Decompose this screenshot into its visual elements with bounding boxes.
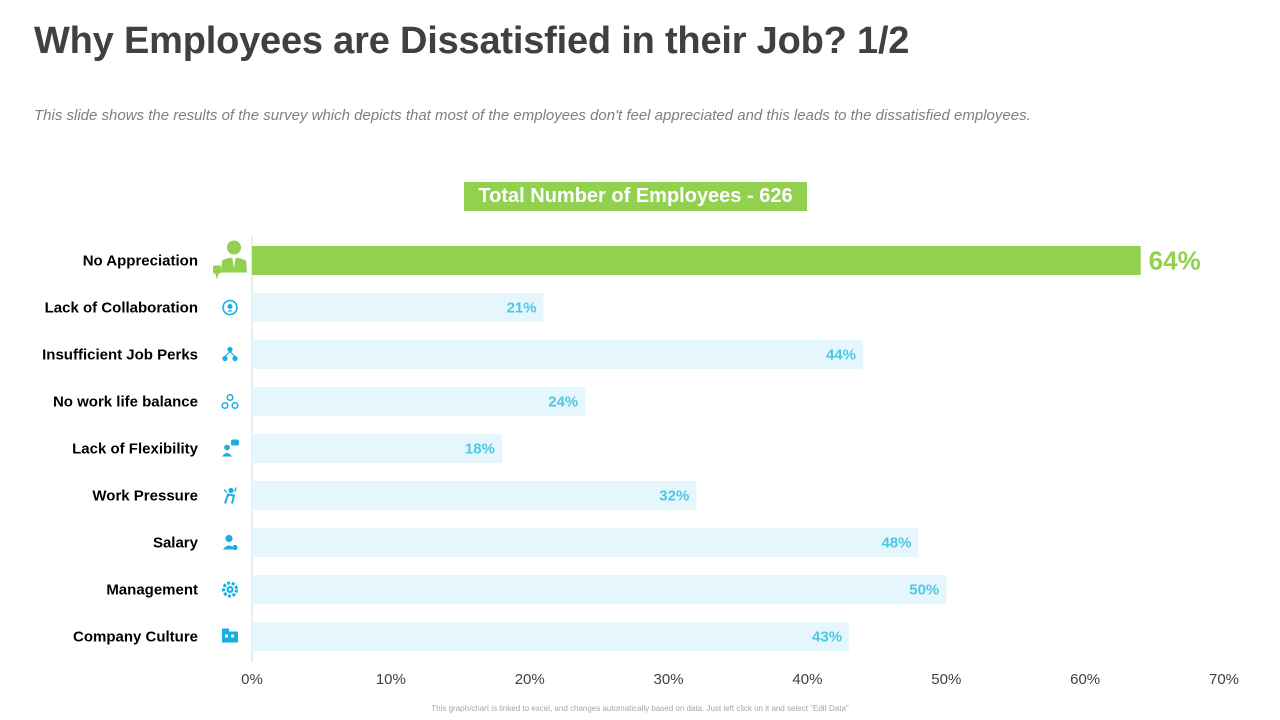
bar-value-label: 64% bbox=[1149, 246, 1201, 276]
category-label: No Appreciation bbox=[83, 253, 198, 270]
bar-value-label: 43% bbox=[812, 629, 842, 646]
bar bbox=[252, 340, 863, 369]
category-label: Company Culture bbox=[73, 629, 198, 646]
x-tick-label: 70% bbox=[1209, 671, 1239, 688]
dissatisfied-employee-icon bbox=[213, 240, 247, 280]
category-label: Lack of Collaboration bbox=[45, 300, 198, 317]
salary-person-icon bbox=[223, 534, 238, 551]
footer-note: This graph/chart is linked to excel, and… bbox=[431, 704, 849, 713]
bar-value-label: 21% bbox=[507, 300, 537, 317]
page-subtitle: This slide shows the results of the surv… bbox=[34, 107, 1031, 124]
bar bbox=[252, 293, 544, 322]
category-label: No work life balance bbox=[53, 394, 198, 411]
bar bbox=[252, 387, 586, 416]
management-gear-icon bbox=[222, 581, 238, 598]
collaboration-icon bbox=[222, 299, 238, 316]
category-label: Lack of Flexibility bbox=[72, 441, 199, 458]
bar-value-label: 32% bbox=[659, 488, 689, 505]
pressure-icon bbox=[223, 487, 237, 504]
category-label: Salary bbox=[153, 535, 199, 552]
x-tick-label: 30% bbox=[654, 671, 684, 688]
bar bbox=[252, 434, 502, 463]
category-label: Insufficient Job Perks bbox=[42, 347, 198, 364]
category-label: Management bbox=[106, 582, 198, 599]
x-tick-label: 0% bbox=[241, 671, 263, 688]
category-label: Work Pressure bbox=[92, 488, 198, 505]
x-tick-label: 50% bbox=[931, 671, 961, 688]
work-life-balance-icon bbox=[221, 393, 239, 410]
page-title: Why Employees are Dissatisfied in their … bbox=[34, 20, 910, 62]
x-tick-label: 10% bbox=[376, 671, 406, 688]
bar-value-label: 48% bbox=[881, 535, 911, 552]
bar bbox=[252, 528, 919, 557]
company-building-icon bbox=[222, 628, 238, 643]
bar bbox=[252, 246, 1141, 275]
perks-hierarchy-icon bbox=[222, 346, 238, 362]
x-tick-label: 20% bbox=[515, 671, 545, 688]
x-tick-label: 40% bbox=[792, 671, 822, 688]
chart-title-banner: Total Number of Employees - 626 bbox=[464, 182, 807, 211]
bar-value-label: 50% bbox=[909, 582, 939, 599]
bar-value-label: 18% bbox=[465, 441, 495, 458]
bar-value-label: 24% bbox=[548, 394, 578, 411]
bar bbox=[252, 481, 697, 510]
bar bbox=[252, 575, 947, 604]
bar bbox=[252, 622, 850, 651]
bar-value-label: 44% bbox=[826, 347, 856, 364]
x-tick-label: 60% bbox=[1070, 671, 1100, 688]
flexibility-chat-icon bbox=[222, 439, 239, 457]
